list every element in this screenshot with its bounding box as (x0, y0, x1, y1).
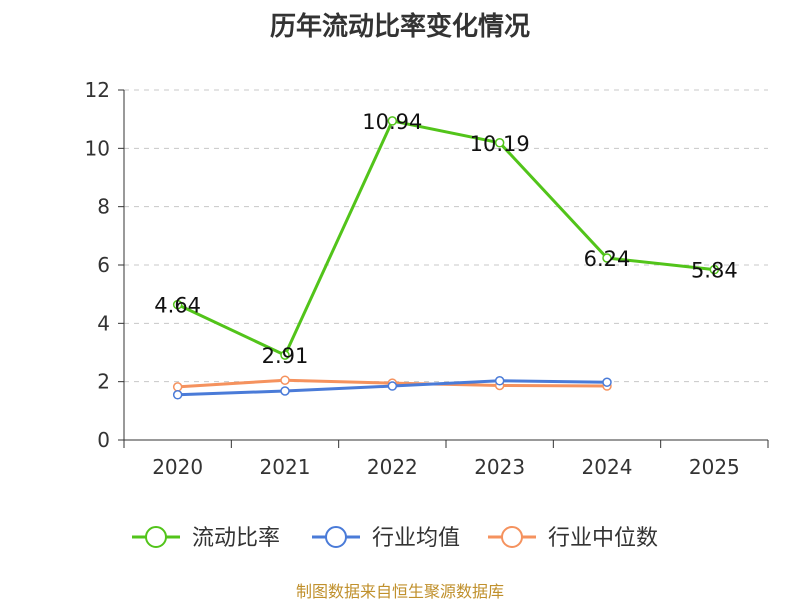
data-label: 5.84 (691, 259, 738, 283)
legend-label: 行业均值 (372, 526, 460, 551)
y-tick-label: 6 (97, 253, 110, 277)
data-point (602, 377, 612, 387)
y-tick-label: 4 (97, 311, 110, 335)
legend-swatch-marker (325, 526, 347, 548)
data-point (280, 375, 290, 385)
data-point (172, 390, 183, 400)
x-tick-label: 2023 (474, 455, 525, 479)
chart-title: 历年流动比率变化情况 (269, 12, 530, 42)
source-note: 制图数据来自恒生聚源数据库 (295, 582, 504, 601)
y-tick-label: 8 (97, 195, 110, 219)
x-tick-label: 2020 (152, 455, 203, 479)
y-tick-label: 0 (97, 428, 110, 452)
y-tick-label: 2 (97, 370, 110, 394)
x-tick-label: 2022 (367, 455, 418, 479)
y-tick-label: 10 (85, 136, 110, 160)
y-tick-label: 12 (85, 78, 110, 102)
x-tick-label: 2025 (689, 455, 740, 479)
x-tick-label: 2024 (582, 455, 633, 479)
data-point (280, 350, 290, 360)
data-point (280, 386, 290, 396)
data-point (494, 138, 505, 148)
legend-swatch-marker (501, 526, 523, 548)
legend-label: 行业中位数 (548, 526, 658, 551)
data-label: 10.94 (362, 110, 422, 134)
legend-swatch-marker (145, 526, 167, 548)
series-line (177, 119, 715, 357)
x-tick-label: 2021 (260, 455, 311, 479)
data-label: 6.24 (584, 247, 631, 271)
data-point (387, 381, 398, 391)
data-label: 4.64 (154, 294, 201, 318)
data-point (172, 382, 183, 392)
legend-label: 流动比率 (192, 526, 280, 551)
data-label: 2.91 (262, 344, 309, 368)
data-point (387, 116, 398, 126)
data-point (602, 253, 612, 263)
data-point (494, 376, 505, 386)
data-point (172, 299, 183, 310)
data-label: 10.19 (470, 132, 530, 156)
data-point (709, 264, 720, 275)
